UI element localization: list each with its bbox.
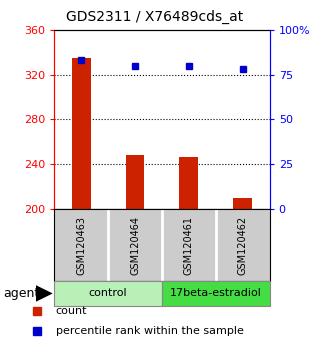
Text: count: count	[56, 306, 87, 316]
Bar	[233, 198, 252, 209]
Text: GSM120463: GSM120463	[76, 216, 86, 275]
Text: agent: agent	[3, 287, 39, 300]
Text: percentile rank within the sample: percentile rank within the sample	[56, 326, 244, 336]
Text: GSM120464: GSM120464	[130, 216, 140, 275]
Bar	[126, 155, 144, 209]
Bar	[54, 281, 162, 306]
Polygon shape	[36, 285, 53, 302]
Text: 17beta-estradiol: 17beta-estradiol	[170, 289, 262, 298]
Bar	[179, 158, 198, 209]
Text: GDS2311 / X76489cds_at: GDS2311 / X76489cds_at	[66, 10, 244, 24]
Bar	[162, 281, 270, 306]
Bar	[72, 58, 91, 209]
Text: GSM120461: GSM120461	[184, 216, 194, 275]
Text: control: control	[89, 289, 127, 298]
Text: GSM120462: GSM120462	[238, 216, 248, 275]
